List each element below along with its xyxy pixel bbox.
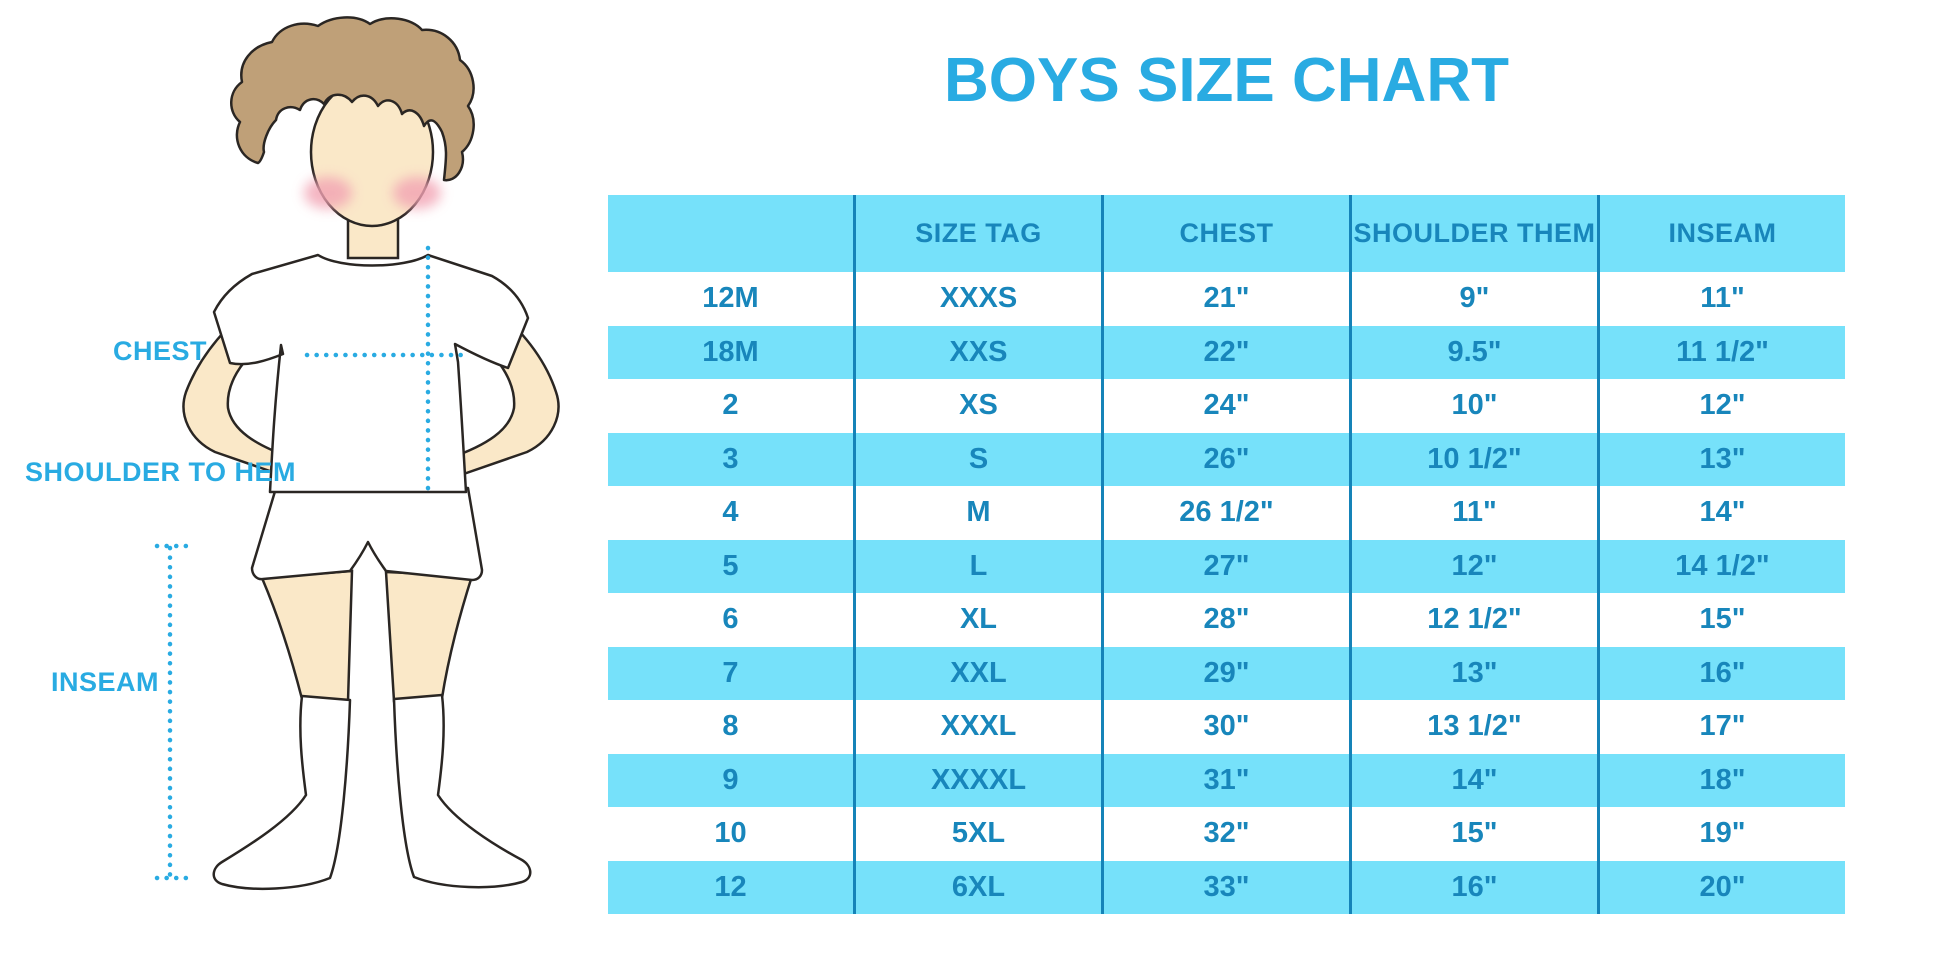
measurement-cell: 33": [1101, 860, 1349, 914]
inseam-measure-line: [154, 543, 193, 881]
size-label-cell: 5: [722, 549, 739, 582]
measurement-cell: 10 1/2": [1349, 432, 1597, 486]
size-label-cell: 12M: [702, 282, 759, 315]
measurement-cell: 9": [1349, 272, 1597, 326]
size-label-cell: 12: [714, 870, 747, 903]
right-sock: [392, 693, 532, 889]
table-row: 6 XL 28" 12 1/2" 15": [608, 593, 1845, 647]
right-leg: [384, 570, 474, 703]
measurement-cell: 29": [1101, 646, 1349, 700]
measurement-cell: 20": [1597, 860, 1845, 914]
size-label-cell: 6: [722, 603, 739, 636]
t-shirt: [212, 253, 530, 494]
size-label-cell: 10: [714, 817, 747, 850]
measurement-cell: 5XL: [853, 807, 1101, 861]
measurement-cell: 26 1/2": [1101, 486, 1349, 540]
table-row: 4 M 26 1/2" 11" 14": [608, 486, 1845, 540]
measurement-cell: 16": [1349, 860, 1597, 914]
shoulder-to-hem-label: SHOULDER TO HEM: [25, 457, 297, 487]
left-sock: [212, 694, 352, 891]
column-header: SIZE TAG: [853, 195, 1101, 272]
chest-label: CHEST: [112, 336, 207, 366]
measurement-cell: 12": [1597, 379, 1845, 433]
table-row: 3 S 26" 10 1/2" 13": [608, 432, 1845, 486]
boy-illustration: [154, 16, 560, 891]
measurement-cell: 18": [1597, 753, 1845, 807]
left-leg: [260, 569, 354, 703]
measurement-cell: XL: [853, 593, 1101, 647]
size-table-header: SIZE TAG CHEST SHOULDER THEM INSEAM: [608, 195, 1845, 272]
measurement-cell: 11": [1597, 272, 1845, 326]
table-row: 8 XXXL 30" 13 1/2" 17": [608, 700, 1845, 754]
measurement-cell: 26": [1101, 432, 1349, 486]
table-row: 10 5XL 32" 15" 19": [608, 807, 1845, 861]
measurement-cell: XXXXL: [853, 753, 1101, 807]
measurement-cell: 22": [1101, 325, 1349, 379]
size-table: SIZE TAG CHEST SHOULDER THEM INSEAM 12M XXXS…: [608, 195, 1845, 914]
measurement-cell: 11": [1349, 486, 1597, 540]
table-row: 9 XXXXL 31" 14" 18": [608, 753, 1845, 807]
measurement-cell: XXS: [853, 325, 1101, 379]
size-label-cell: 9: [722, 763, 739, 796]
column-header: [608, 195, 853, 272]
size-table-rows: 12M XXXS 21" 9" 11" 18M XXS 22" 9.5" 11 1/2" 2 XS 24…: [608, 272, 1845, 914]
measurement-cell: 13 1/2": [1349, 700, 1597, 754]
size-label-cell: 4: [722, 496, 739, 529]
blush-right: [393, 177, 441, 209]
measurement-cell: 14": [1349, 753, 1597, 807]
measurement-cell: 14 1/2": [1597, 539, 1845, 593]
measurement-cell: 17": [1597, 700, 1845, 754]
measurement-cell: 28": [1101, 593, 1349, 647]
size-label-cell: 2: [722, 389, 739, 422]
measurement-cell: M: [853, 486, 1101, 540]
shorts: [250, 486, 484, 582]
page-title: BOYS SIZE CHART: [944, 46, 1509, 115]
measurement-cell: 12": [1349, 539, 1597, 593]
measurement-cell: 32": [1101, 807, 1349, 861]
column-header: CHEST: [1101, 195, 1349, 272]
measurement-cell: 15": [1597, 593, 1845, 647]
measurement-cell: 19": [1597, 807, 1845, 861]
table-row: 2 XS 24" 10" 12": [608, 379, 1845, 433]
measurement-cell: 30": [1101, 700, 1349, 754]
measurement-cell: 24": [1101, 379, 1349, 433]
size-label-cell: 18M: [702, 335, 759, 368]
measurement-cell: XS: [853, 379, 1101, 433]
size-label-cell: 3: [722, 442, 739, 475]
measurement-cell: 12 1/2": [1349, 593, 1597, 647]
measurement-cell: 9.5": [1349, 325, 1597, 379]
inseam-label: INSEAM: [50, 667, 159, 697]
measurement-cell: 15": [1349, 807, 1597, 861]
column-header: INSEAM: [1597, 195, 1845, 272]
table-row: 18M XXS 22" 9.5" 11 1/2": [608, 325, 1845, 379]
measurement-cell: 31": [1101, 753, 1349, 807]
measurement-cell: 27": [1101, 539, 1349, 593]
table-row: 12 6XL 33" 16" 20": [608, 860, 1845, 914]
measurement-cell: 16": [1597, 646, 1845, 700]
table-row: 5 L 27" 12" 14 1/2": [608, 539, 1845, 593]
measurement-cell: 14": [1597, 486, 1845, 540]
measurement-cell: XXL: [853, 646, 1101, 700]
blush-left: [304, 177, 352, 209]
measurement-cell: L: [853, 539, 1101, 593]
hair: [230, 16, 475, 182]
column-header: SHOULDER THEM: [1349, 195, 1597, 272]
measurement-cell: XXXL: [853, 700, 1101, 754]
size-label-cell: 7: [722, 656, 739, 689]
table-row: 12M XXXS 21" 9" 11": [608, 272, 1845, 326]
measurement-cell: 10": [1349, 379, 1597, 433]
table-row: 7 XXL 29" 13" 16": [608, 646, 1845, 700]
measurement-cell: 13": [1597, 432, 1845, 486]
measurement-cell: 13": [1349, 646, 1597, 700]
measurement-cell: 6XL: [853, 860, 1101, 914]
size-label-cell: 8: [722, 710, 739, 743]
measurement-cell: S: [853, 432, 1101, 486]
measurement-cell: 11 1/2": [1597, 325, 1845, 379]
measurement-cell: XXXS: [853, 272, 1101, 326]
measurement-cell: 21": [1101, 272, 1349, 326]
